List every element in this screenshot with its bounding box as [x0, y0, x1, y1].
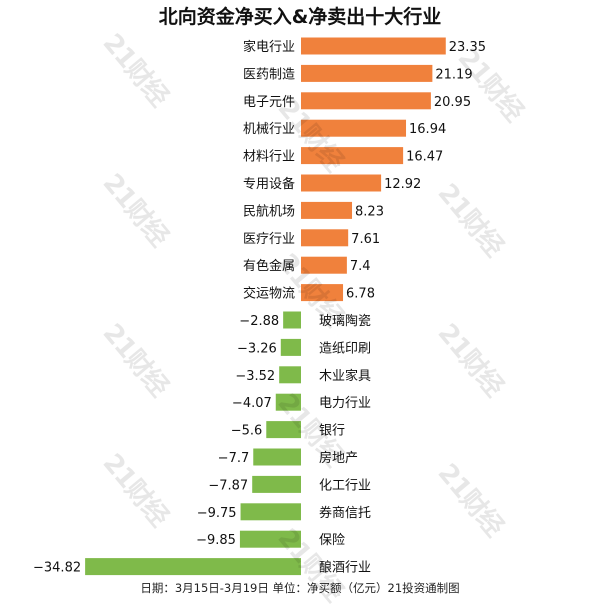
value-label: 12.92 — [384, 177, 421, 192]
bar-玻璃陶瓷 — [283, 311, 301, 329]
category-label: 券商信托 — [319, 505, 371, 521]
value-label: −5.6 — [231, 424, 263, 439]
category-label: 银行 — [319, 424, 345, 439]
bar-医药制造 — [301, 64, 433, 82]
value-label: −7.7 — [218, 451, 250, 466]
value-label: 8.23 — [355, 204, 384, 219]
bar-酿酒行业 — [85, 558, 301, 576]
value-label: 21.19 — [435, 67, 472, 82]
bar-木业家具 — [279, 366, 301, 384]
bar-材料行业 — [301, 147, 404, 165]
value-label: −34.82 — [33, 561, 81, 576]
category-label: 专用设备 — [243, 176, 295, 192]
bar-造纸印刷 — [280, 338, 301, 356]
category-label: 家电行业 — [243, 39, 295, 55]
bar-医疗行业 — [301, 229, 349, 247]
bar-化工行业 — [252, 475, 301, 493]
category-label: 材料行业 — [243, 150, 295, 165]
value-label: −9.85 — [196, 533, 236, 548]
value-label: −3.52 — [235, 369, 275, 384]
chart-footer: 日期：3月15日-3月19日 单位：净买额（亿元）21投资通制图 — [140, 581, 460, 595]
value-label: 7.61 — [351, 232, 380, 247]
bar-有色金属 — [301, 256, 347, 274]
bar-家电行业 — [301, 37, 446, 55]
bar-机械行业 — [301, 119, 407, 137]
category-label: 造纸印刷 — [319, 341, 371, 356]
category-label: 电力行业 — [319, 396, 371, 411]
bar-专用设备 — [301, 174, 382, 192]
value-label: 16.94 — [409, 122, 446, 137]
chart-title: 北向资金净买入&净卖出十大行业 — [158, 6, 442, 28]
value-label: −7.87 — [208, 478, 248, 493]
category-label: 机械行业 — [243, 122, 295, 137]
bar-电子元件 — [301, 92, 431, 110]
value-label: 20.95 — [434, 95, 471, 110]
value-label: 23.35 — [449, 40, 486, 55]
bar-民航机场 — [301, 201, 353, 219]
category-label: 玻璃陶瓷 — [319, 313, 371, 329]
category-label: 交运物流 — [243, 286, 295, 302]
bar-保险 — [239, 530, 301, 548]
category-label: 民航机场 — [243, 203, 295, 219]
category-label: 化工行业 — [319, 478, 371, 493]
category-label: 保险 — [319, 533, 345, 548]
category-label: 酿酒行业 — [319, 560, 371, 576]
category-label: 电子元件 — [243, 95, 295, 110]
value-label: −3.26 — [237, 341, 277, 356]
category-label: 木业家具 — [319, 368, 371, 384]
value-label: −2.88 — [239, 314, 279, 329]
bar-券商信托 — [240, 503, 301, 521]
category-label: 医疗行业 — [243, 232, 295, 247]
category-label: 医药制造 — [243, 67, 295, 82]
bar-电力行业 — [275, 393, 301, 411]
bar-交运物流 — [301, 284, 344, 302]
value-label: 7.4 — [350, 259, 371, 274]
value-label: −4.07 — [232, 396, 272, 411]
category-label: 房地产 — [319, 450, 358, 466]
value-label: 6.78 — [346, 287, 375, 302]
category-label: 有色金属 — [243, 258, 295, 274]
value-label: 16.47 — [406, 150, 443, 165]
bar-银行 — [266, 421, 301, 439]
bar-房地产 — [253, 448, 301, 466]
value-label: −9.75 — [197, 506, 237, 521]
